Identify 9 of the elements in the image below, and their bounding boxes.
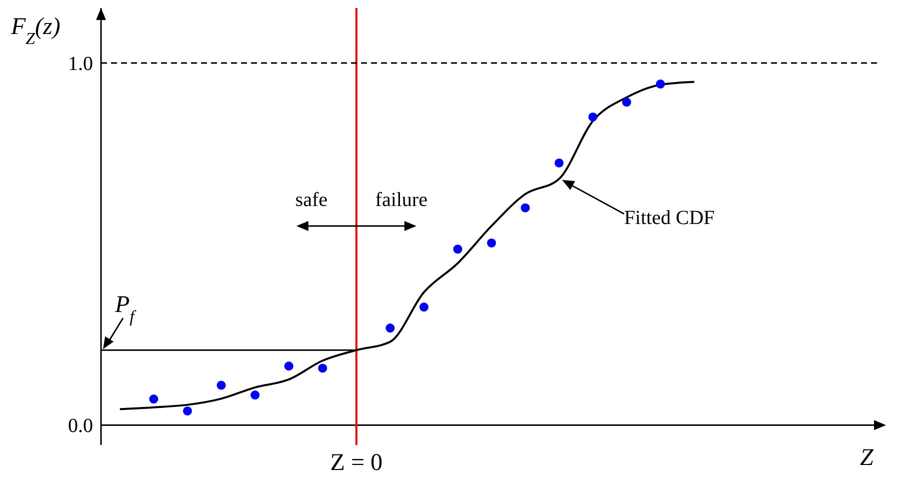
text: Z (860, 445, 874, 472)
annotation: failure (375, 188, 428, 211)
annotation: safe (295, 188, 328, 211)
y-axis-title: F$_{Z}$(z) (10, 14, 60, 48)
annotation: Fitted CDF (624, 206, 715, 229)
y-tick-label: 0.0 (68, 415, 93, 438)
ref-line-label: P$_{f}$ (114, 292, 137, 326)
y-tick-label: 1.0 (68, 53, 93, 76)
x-tick-label: Z = 0 (330, 450, 382, 476)
